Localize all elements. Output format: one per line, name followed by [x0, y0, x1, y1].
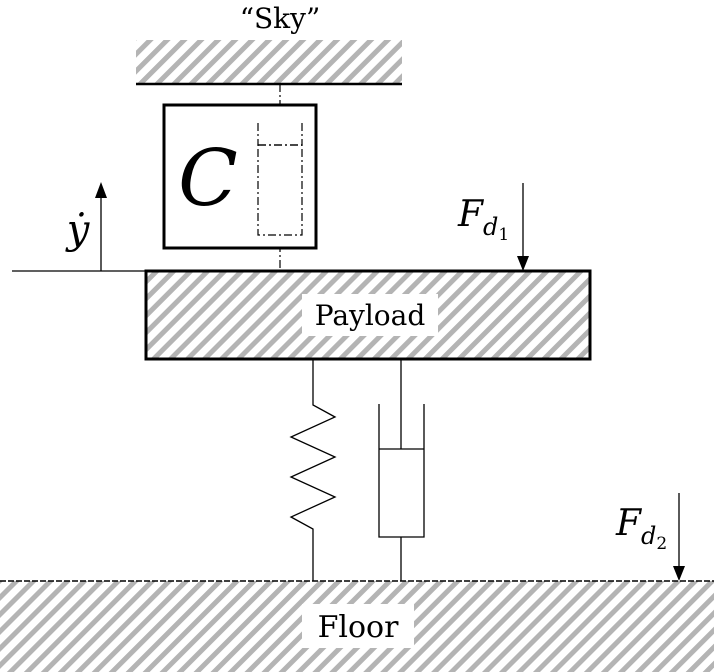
velocity-arrowhead-icon [95, 182, 107, 198]
floor-label-bg [302, 604, 414, 648]
floor-force-arrowhead-icon [673, 566, 685, 581]
floor-label: Floor [318, 610, 400, 645]
payload-label-bg [302, 294, 438, 336]
payload-label: Payload [315, 299, 426, 332]
sky-ground [136, 40, 402, 86]
payload-force-arrowhead-icon [517, 256, 529, 271]
velocity-label: ẏ [65, 207, 91, 253]
controller-box [162, 103, 318, 250]
damper-icon [378, 359, 425, 581]
controller-label: C [178, 134, 238, 224]
spring-icon [289, 359, 337, 581]
sky-label: “Sky” [240, 2, 321, 35]
floor-force-label: Fd2 [615, 503, 667, 554]
payload-force-label: Fd1 [457, 194, 509, 245]
